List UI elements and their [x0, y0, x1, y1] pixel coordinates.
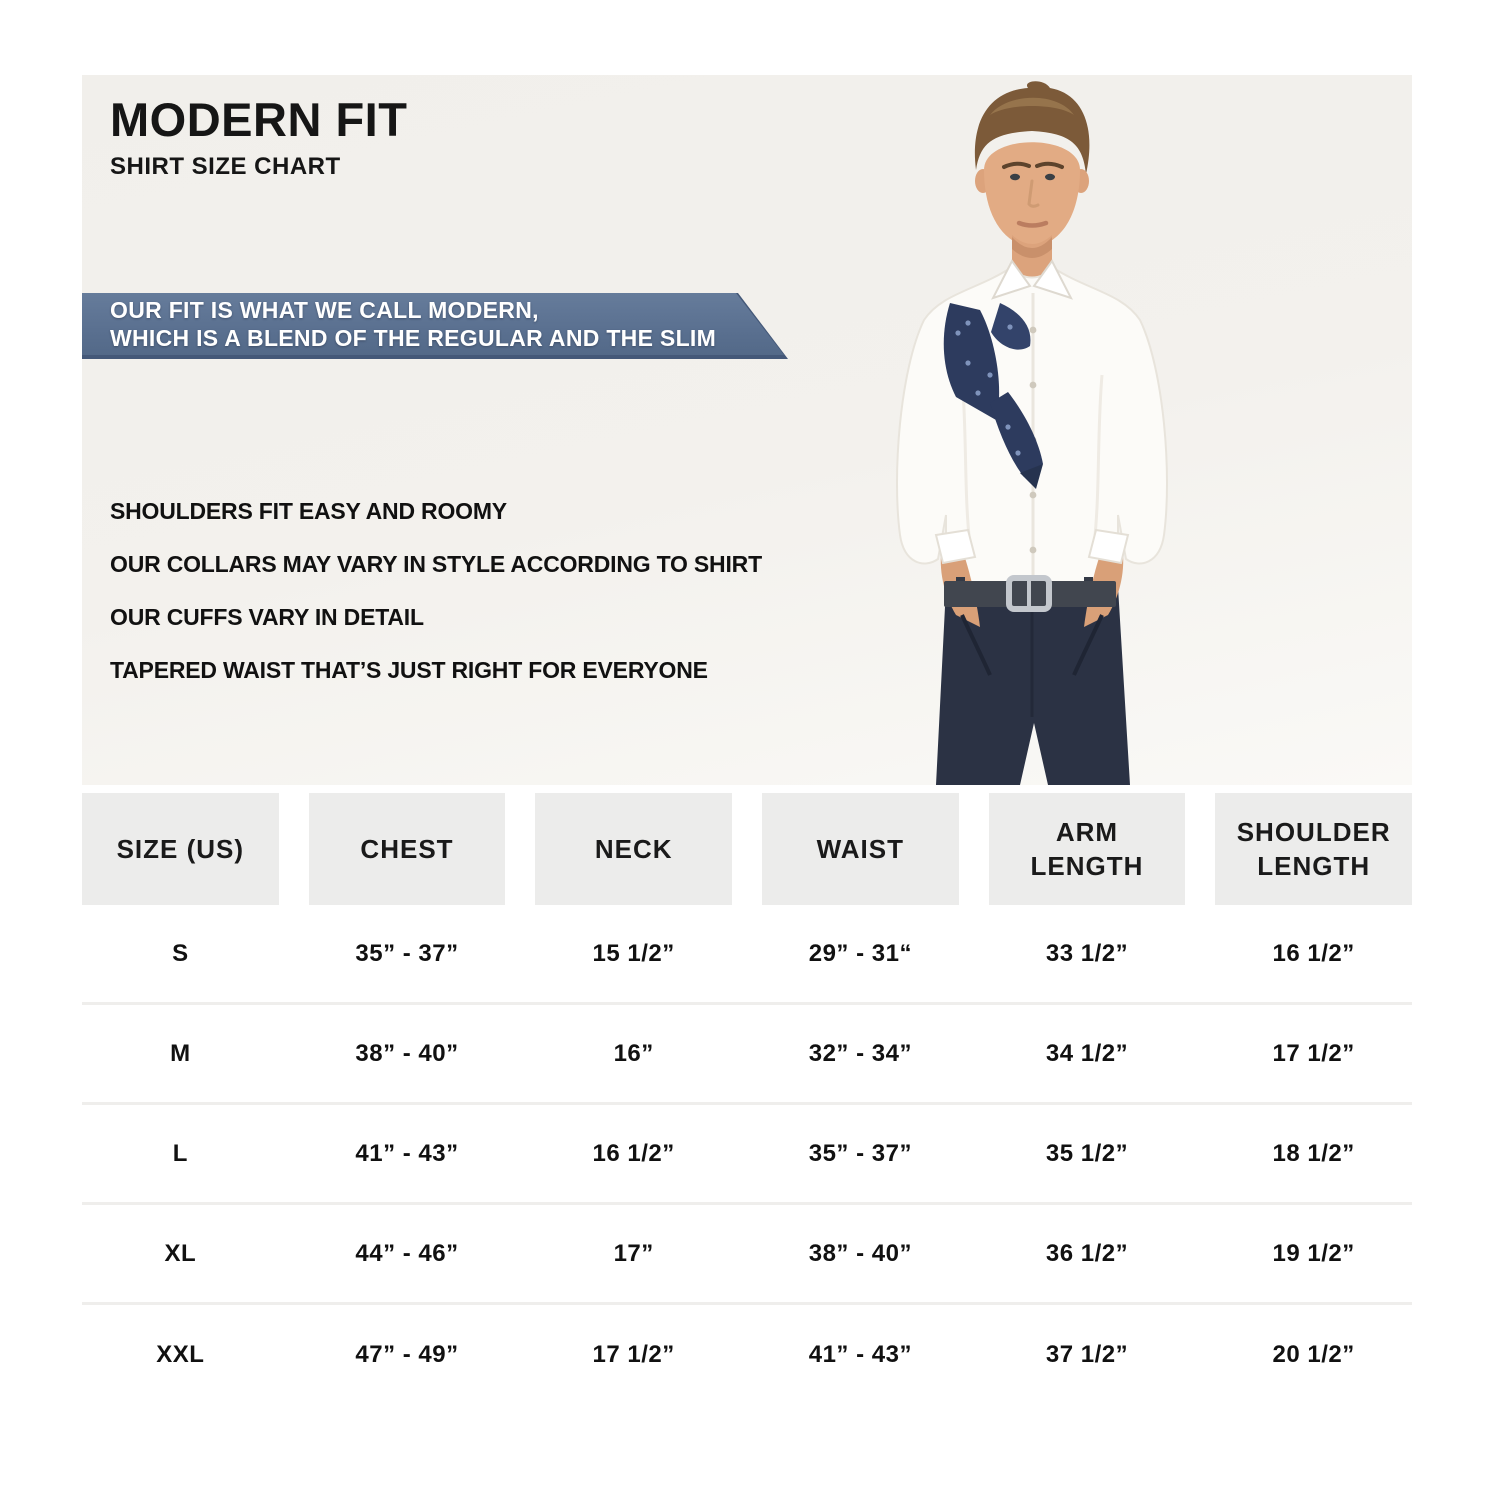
measurement-cell: 38” - 40” [808, 1239, 912, 1267]
size-cell: M [170, 1039, 191, 1067]
shirt-button [1029, 491, 1037, 499]
model-hair-highlight [990, 97, 1074, 115]
measurement-cell: 33 1/2” [1045, 939, 1129, 967]
column-header: SIZE (US) [82, 793, 279, 905]
shirt-button [1029, 546, 1037, 554]
fit-point: SHOULDERS FIT EASY AND ROOMY [110, 498, 507, 524]
size-chart: SIZE (US) CHEST NECK WAIST ARM LENGTH SHOULDER… [82, 793, 1412, 1405]
measurement-cell: 17 1/2” [592, 1341, 675, 1368]
hero-section: MODERN FIT SHIRT SIZE CHART OUR FIT IS W… [82, 75, 1412, 785]
measurement-cell: 32” - 34” [808, 1039, 912, 1067]
measurement-cell: 17” [613, 1239, 654, 1267]
shirt-collar [991, 259, 1032, 300]
model-eyebrow [1035, 161, 1064, 169]
shirt-collar [1032, 259, 1073, 300]
measurement-cell: 19 1/2” [1272, 1239, 1355, 1267]
model-face [984, 142, 1080, 248]
measurement-cell: 15 1/2” [592, 939, 675, 967]
shirt-cuff [934, 528, 977, 565]
fit-description-banner: OUR FIT IS WHAT WE CALL MODERN, WHICH IS… [82, 293, 788, 359]
measurement-cell: 44” - 46” [355, 1239, 459, 1267]
measurement-cell: 16 1/2” [1272, 939, 1355, 967]
tie-pattern [955, 320, 1021, 456]
model-photo [896, 81, 1168, 785]
size-chart-body: S 35” - 37” 15 1/2” 29” - 31“ 33 1/2” 16 1/2”… [82, 905, 1412, 1405]
size-cell: S [172, 939, 189, 967]
table-row: XXL 47” - 49” 17 1/2” 41” - 43” 37 1/2” 20 1/… [82, 1305, 1412, 1405]
measurement-cell: 37 1/2” [1045, 1341, 1129, 1368]
banner-line-1: OUR FIT IS WHAT WE CALL MODERN, [110, 297, 539, 323]
shirt-button [1029, 326, 1037, 334]
shirt-button [1029, 381, 1037, 389]
measurement-cell: 29” - 31“ [808, 939, 912, 967]
size-chart-header: SIZE (US) CHEST NECK WAIST ARM LENGTH SHOULDER… [82, 793, 1412, 905]
column-header: NECK [535, 793, 732, 905]
column-header: WAIST [762, 793, 959, 905]
banner-line-2: WHICH IS A BLEND OF THE REGULAR AND THE … [110, 325, 717, 351]
page-title: MODERN FIT [110, 93, 408, 146]
shirt-fold [1092, 374, 1104, 546]
measurement-cell: 35” - 37” [808, 1139, 912, 1167]
measurement-cell: 16” [613, 1039, 654, 1067]
shirt-cuff [1087, 528, 1130, 565]
column-header: CHEST [308, 793, 506, 905]
pants-pocket-opening [960, 614, 992, 676]
table-row: S 35” - 37” 15 1/2” 29” - 31“ 33 1/2” 16 1/2” [82, 905, 1412, 1005]
model-eye [1045, 173, 1055, 181]
size-cell: XXL [156, 1341, 205, 1368]
fit-point: TAPERED WAIST THAT’S JUST RIGHT FOR EVER… [110, 657, 708, 683]
measurement-cell: 38” - 40” [355, 1039, 459, 1067]
tie-tip [1020, 464, 1043, 489]
measurement-cell: 18 1/2” [1272, 1139, 1355, 1167]
measurement-cell: 34 1/2” [1045, 1039, 1129, 1067]
measurement-cell: 36 1/2” [1045, 1239, 1129, 1267]
title-block: MODERN FIT SHIRT SIZE CHART [110, 95, 407, 181]
table-row: XL 44” - 46” 17” 38” - 40” 36 1/2” 19 1/2” [82, 1205, 1412, 1305]
size-cell: L [172, 1139, 188, 1167]
tie-blade [990, 392, 1043, 477]
measurement-cell: 47” - 49” [355, 1341, 459, 1368]
measurement-cell: 35” - 37” [355, 939, 459, 967]
fit-point: OUR COLLARS MAY VARY IN STYLE ACCORDING … [110, 551, 762, 577]
model-nose [1027, 179, 1040, 208]
banner-body: OUR FIT IS WHAT WE CALL MODERN, WHICH IS… [82, 293, 784, 355]
measurement-cell: 41” - 43” [808, 1341, 912, 1368]
table-row: M 38” - 40” 16” 32” - 34” 34 1/2” 17 1/2” [82, 1005, 1412, 1105]
page-subtitle: SHIRT SIZE CHART [110, 153, 341, 181]
fit-point: OUR CUFFS VARY IN DETAIL [110, 604, 424, 630]
model-eye [1010, 173, 1020, 181]
model-mouth [1016, 220, 1049, 228]
table-row: L 41” - 43” 16 1/2” 35” - 37” 35 1/2” 18 1/2” [82, 1105, 1412, 1205]
measurement-cell: 20 1/2” [1272, 1341, 1355, 1368]
model-neck-shadow [1012, 237, 1052, 258]
column-header: ARM LENGTH [988, 793, 1186, 905]
model-eyebrow [1002, 161, 1031, 169]
size-cell: XL [164, 1239, 197, 1267]
measurement-cell: 17 1/2” [1272, 1039, 1355, 1067]
measurement-cell: 35 1/2” [1045, 1139, 1129, 1167]
belt-buckle [1006, 575, 1052, 612]
pants-pocket-opening [1072, 614, 1104, 676]
measurement-cell: 16 1/2” [592, 1139, 675, 1167]
measurement-cell: 41” - 43” [355, 1139, 459, 1167]
column-header: SHOULDER LENGTH [1215, 793, 1412, 905]
fit-points-list: SHOULDERS FIT EASY AND ROOMY OUR COLLARS … [110, 499, 762, 711]
